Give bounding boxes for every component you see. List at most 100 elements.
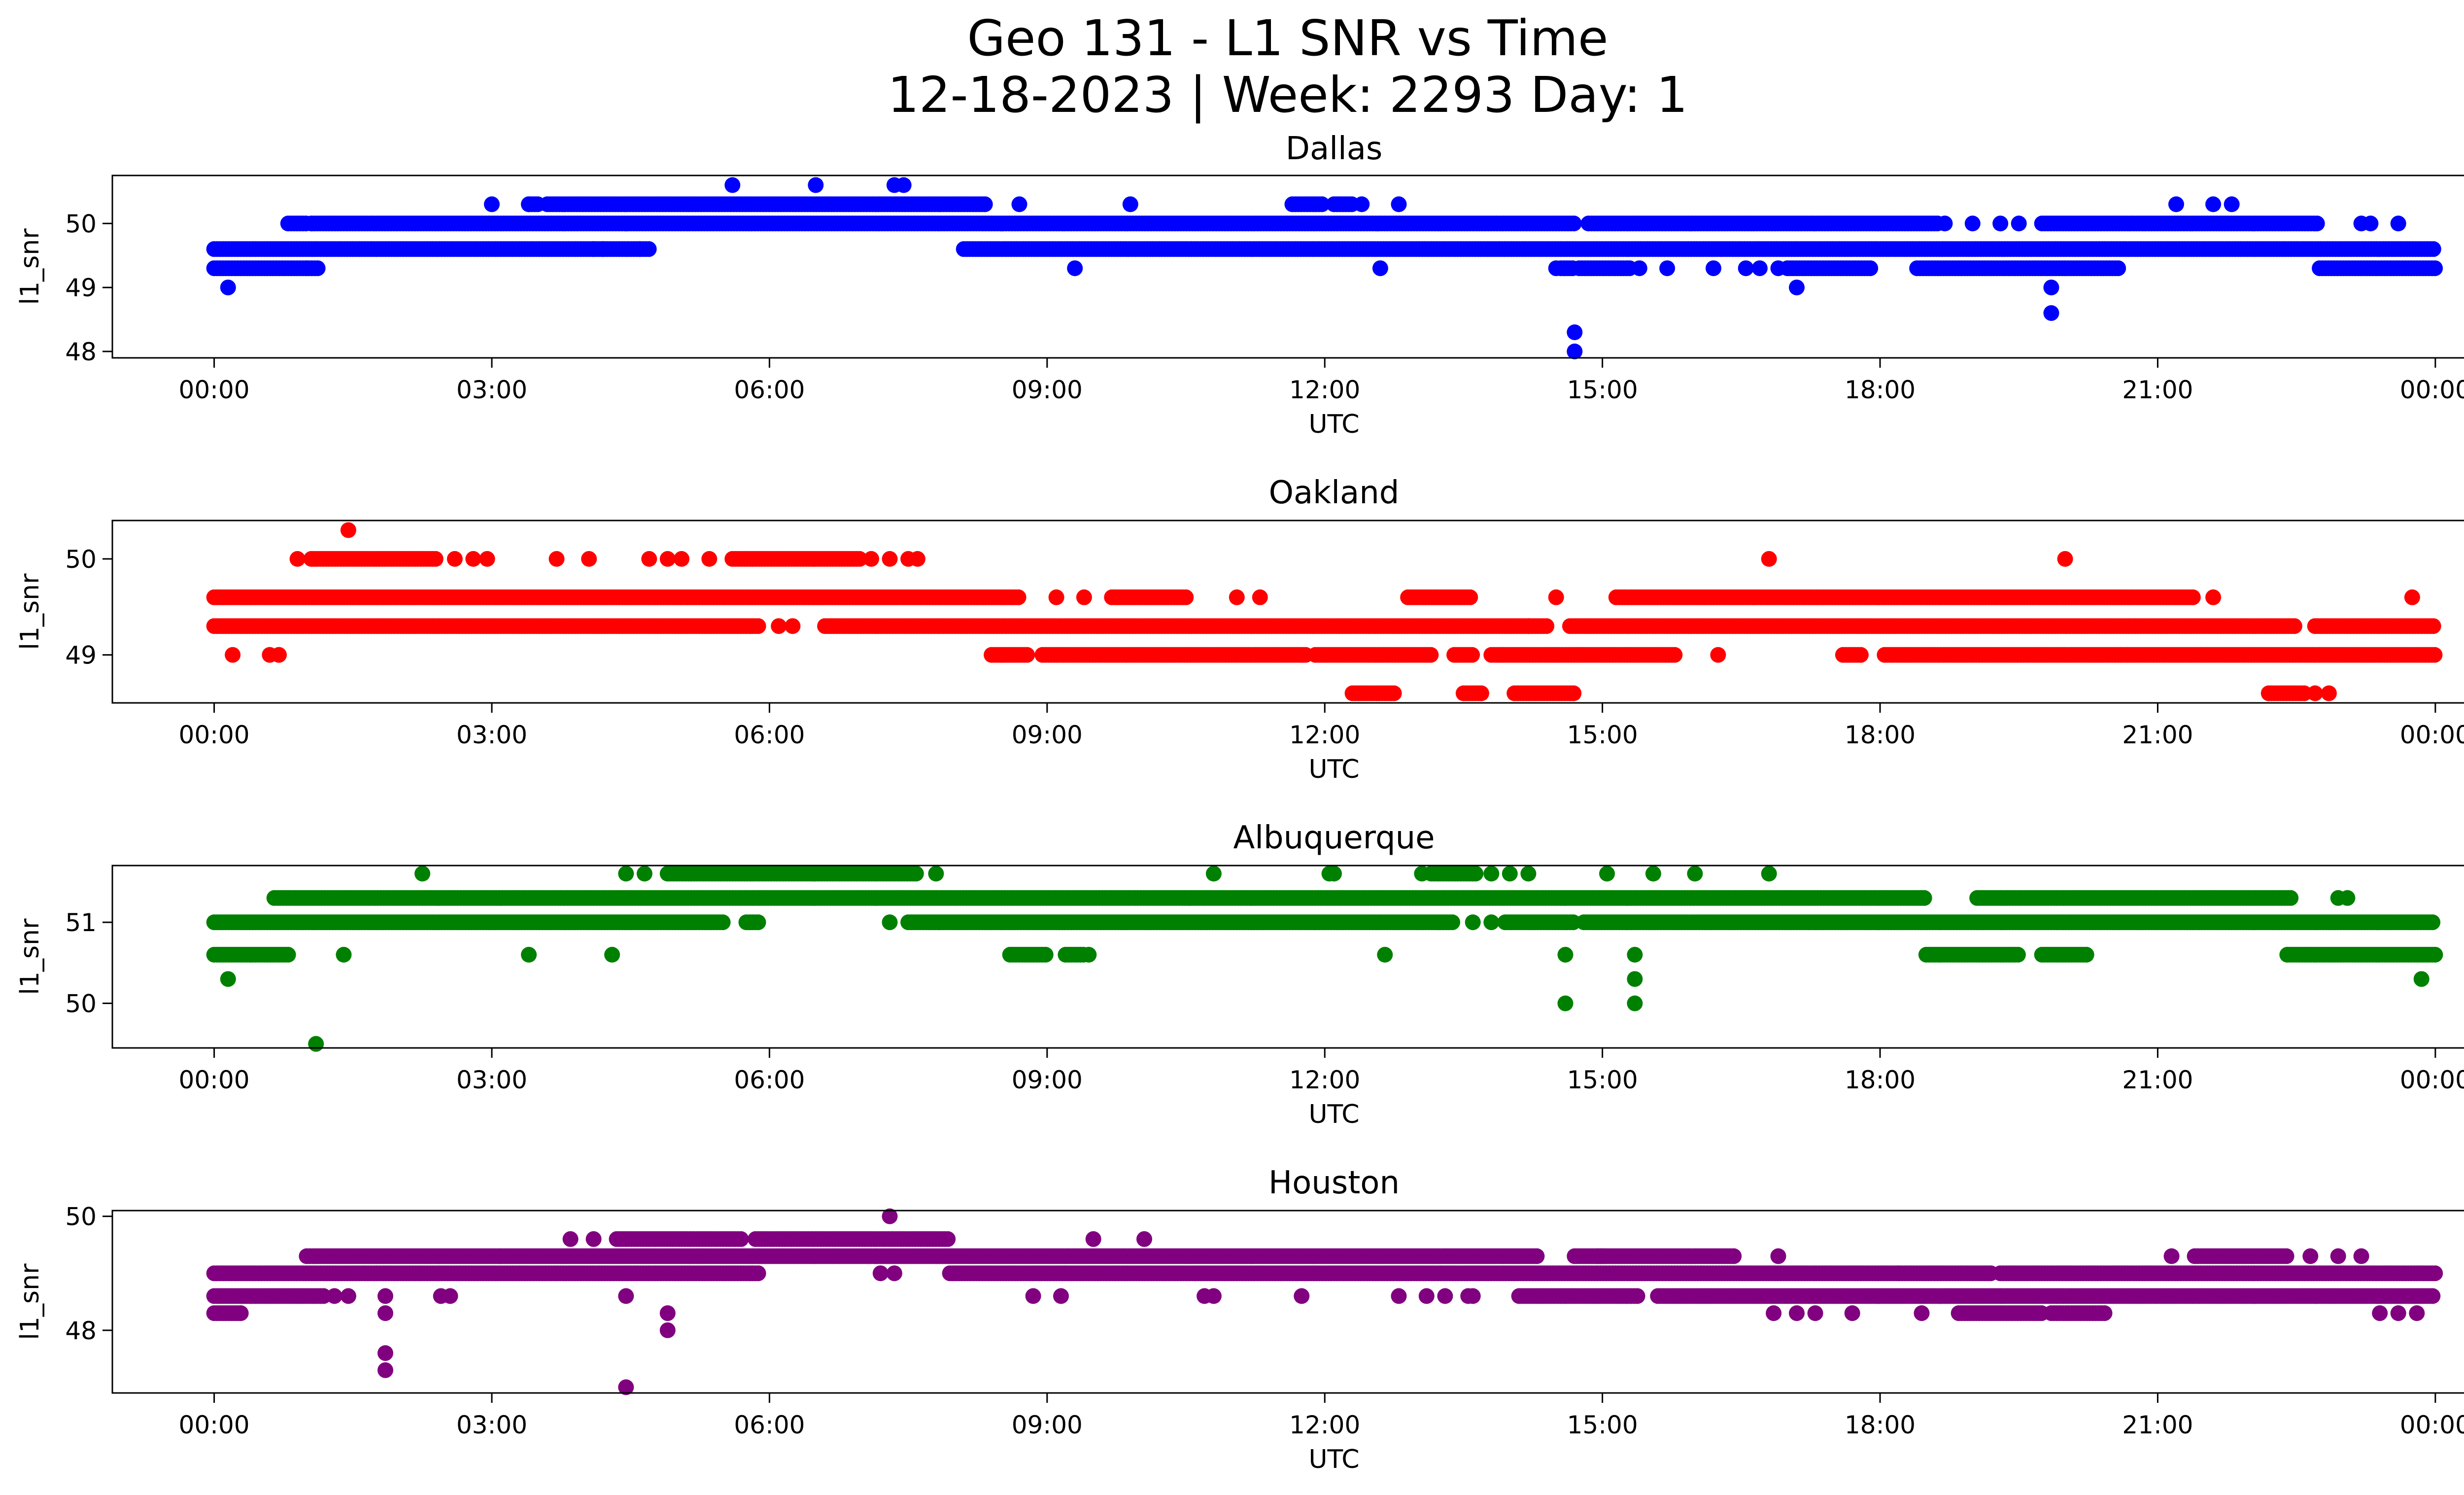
data-point	[1019, 647, 1035, 663]
band-oakland-1-6	[1877, 647, 2443, 663]
y-tick-label: 49	[65, 274, 97, 302]
band-dallas-0-0	[206, 260, 326, 277]
data-point	[1122, 196, 1138, 212]
data-point	[2286, 618, 2302, 634]
y-tick-label: 50	[65, 209, 97, 238]
x-tick-label: 00:00	[179, 376, 250, 404]
data-point	[1372, 260, 1388, 277]
band-oakland-0-3	[2260, 685, 2312, 701]
data-point	[641, 551, 657, 567]
band-dallas-1-1	[956, 241, 2441, 257]
data-point	[595, 241, 611, 257]
data-point	[1444, 914, 1461, 931]
data-point	[1011, 196, 1027, 212]
data-point	[1473, 685, 1489, 701]
band-dallas-2-3	[2034, 215, 2325, 232]
data-point	[2427, 647, 2443, 663]
data-point	[299, 260, 315, 277]
series-albuquerque	[206, 866, 2443, 1052]
data-point	[808, 177, 824, 193]
x-tick-label: 09:00	[1012, 721, 1083, 749]
x-tick-label: 15:00	[1567, 376, 1638, 404]
x-tick-label: 00:00	[2400, 721, 2464, 749]
data-point	[1462, 589, 1478, 605]
data-point	[1548, 589, 1564, 605]
data-point	[785, 618, 801, 634]
series-oakland	[206, 522, 2443, 701]
data-point	[1937, 215, 1953, 232]
x-tick-label: 03:00	[456, 376, 527, 404]
data-point	[674, 551, 689, 567]
data-point	[1048, 589, 1064, 605]
data-point	[715, 914, 731, 931]
data-point	[724, 177, 741, 193]
x-tick-label: 21:00	[2122, 376, 2193, 404]
data-point	[1520, 618, 1537, 634]
data-point	[750, 618, 766, 634]
data-point	[427, 551, 444, 567]
data-point	[1738, 260, 1754, 277]
x-tick-label: 12:00	[1289, 721, 1360, 749]
data-point	[1067, 260, 1083, 277]
data-point	[2425, 914, 2441, 931]
band-oakland-0-2	[1506, 685, 1582, 701]
data-point	[484, 196, 500, 212]
band-dallas-0-2	[1571, 260, 1638, 277]
data-point	[2224, 196, 2240, 212]
data-point	[1391, 196, 1407, 212]
data-point	[2010, 946, 2026, 963]
x-tick-label: 09:00	[1012, 376, 1083, 404]
data-point	[771, 618, 787, 634]
data-point	[2043, 305, 2059, 321]
data-point	[2404, 589, 2420, 605]
data-point	[1354, 196, 1370, 212]
series-dallas	[206, 177, 2443, 359]
data-point	[309, 260, 326, 277]
x-axis-label-dallas: UTC	[1308, 410, 1359, 439]
band-albuquerque-0-5	[2279, 946, 2443, 963]
band-albuquerque-1-1	[738, 914, 766, 931]
x-tick-label: 00:00	[2400, 376, 2464, 404]
x-tick-label: 12:00	[1289, 376, 1360, 404]
band-oakland-1-3	[1446, 647, 1480, 663]
band-oakland-0-0	[1344, 685, 1402, 701]
band-oakland-3-1	[1104, 589, 1194, 605]
axes-frame-oakland	[111, 520, 2464, 704]
band-dallas-2-0	[280, 215, 314, 232]
data-point	[2011, 215, 2027, 232]
data-point	[1567, 344, 1583, 359]
data-point	[581, 551, 597, 567]
panel-oakland: 00:00 03:00 06:00 09:00 12:00 15:00 18:00 21:00…	[15, 520, 2464, 784]
data-point	[2205, 589, 2222, 605]
band-dallas-2-1	[303, 215, 1582, 232]
data-point	[895, 177, 912, 193]
data-point	[2390, 215, 2406, 232]
data-point	[340, 522, 356, 538]
data-point	[1567, 324, 1583, 341]
band-albuquerque-1-0	[206, 914, 731, 931]
data-point	[2425, 618, 2441, 634]
x-tick-label: 15:00	[1567, 721, 1638, 749]
data-point	[1770, 260, 1786, 277]
band-oakland-3-0	[206, 589, 1027, 605]
band-albuquerque-2-0	[266, 890, 1932, 906]
data-point	[1566, 215, 1582, 232]
data-point	[1992, 215, 2009, 232]
data-point	[750, 914, 766, 931]
data-point	[2427, 946, 2443, 963]
data-point	[2043, 279, 2059, 296]
data-point	[2078, 946, 2094, 963]
band-dallas-0-5	[2312, 260, 2443, 277]
data-point	[465, 551, 481, 567]
data-point	[225, 647, 241, 663]
band-oakland-1-1	[1034, 647, 1314, 663]
data-point	[289, 551, 306, 567]
band-oakland-4-0	[303, 551, 444, 567]
data-point	[1706, 260, 1721, 277]
band-oakland-1-5	[1835, 647, 1869, 663]
data-point	[1761, 551, 1777, 567]
data-point	[2427, 260, 2443, 277]
panel-title-dallas: Dallas	[1285, 131, 1383, 167]
data-point	[701, 551, 718, 567]
band-oakland-1-0	[984, 647, 1035, 663]
